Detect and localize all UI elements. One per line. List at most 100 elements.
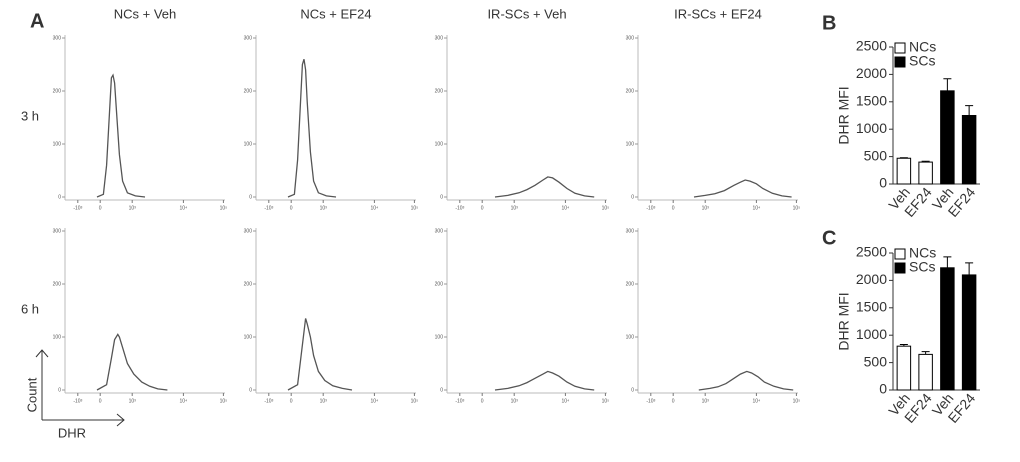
y-tick-label: 2000 — [856, 65, 887, 81]
x-tick-label: -10³ — [455, 205, 464, 211]
x-tick-label: 0 — [290, 205, 293, 211]
y-tick-label: 0 — [249, 387, 252, 393]
count-label: Count — [24, 377, 39, 412]
x-tick-label: 0 — [672, 205, 675, 211]
x-tick-label: 0 — [481, 205, 484, 211]
y-tick-label: 2500 — [856, 244, 887, 260]
bar — [961, 115, 977, 185]
legend-swatch — [894, 56, 906, 68]
y-tick-label: 300 — [435, 35, 444, 41]
x-tick-label: 10⁵ — [220, 398, 228, 404]
error-bar — [899, 344, 908, 347]
x-tick-label: 10⁵ — [220, 205, 228, 211]
histogram-line — [287, 59, 337, 198]
y-tick-label: 0 — [58, 387, 61, 393]
x-tick-label: 0 — [290, 398, 293, 404]
histogram-line — [96, 73, 146, 198]
bar — [896, 157, 912, 185]
histogram-line — [287, 318, 353, 391]
histogram-line — [494, 176, 595, 198]
y-tick-label: 100 — [244, 334, 253, 340]
y-tick-label: 500 — [864, 353, 888, 369]
error-bar — [965, 105, 974, 116]
column-title: IR-SCs + EF24 — [674, 6, 762, 21]
x-tick-label: -10³ — [73, 205, 82, 211]
y-tick-label: 0 — [879, 175, 887, 191]
panel-label: A — [30, 10, 44, 32]
y-tick-label: 200 — [53, 281, 62, 287]
bar — [940, 267, 955, 391]
y-tick-label: 0 — [631, 387, 634, 393]
x-tick-label: 10⁴ — [371, 398, 379, 404]
x-tick-label: 10⁵ — [793, 205, 801, 211]
y-tick-label: 1000 — [856, 326, 887, 342]
y-tick-label: 200 — [435, 88, 444, 94]
y-tick-label: 2000 — [856, 271, 887, 287]
x-tick-label: 10³ — [702, 398, 710, 404]
panel-label: B — [822, 12, 836, 34]
x-tick-label: 10³ — [129, 398, 137, 404]
column-title: NCs + EF24 — [300, 6, 371, 21]
y-tick-label: 0 — [631, 194, 634, 200]
x-tick-label: 10⁴ — [371, 205, 379, 211]
y-tick-label: 200 — [626, 88, 635, 94]
y-axis-label: DHR MFI — [836, 292, 852, 350]
y-axis-label: DHR MFI — [836, 86, 852, 144]
y-tick-label: 300 — [626, 35, 635, 41]
y-tick-label: 300 — [626, 228, 635, 234]
error-bar — [921, 351, 930, 355]
bar — [918, 161, 933, 185]
y-tick-label: 200 — [244, 281, 253, 287]
y-tick-label: 1500 — [856, 93, 887, 109]
error-bar — [899, 157, 908, 159]
histogram-line — [698, 370, 794, 391]
legend-label: SCs — [909, 259, 935, 275]
legend-swatch — [894, 262, 906, 274]
histogram-line — [693, 179, 792, 198]
x-tick-label: 10³ — [511, 205, 519, 211]
legend-label: NCs — [909, 245, 936, 261]
y-tick-label: 100 — [626, 141, 635, 147]
y-tick-label: 200 — [435, 281, 444, 287]
row-label: 3 h — [21, 108, 39, 123]
y-tick-label: 1000 — [856, 120, 887, 136]
x-tick-label: 10³ — [129, 205, 137, 211]
x-tick-label: 10⁵ — [411, 205, 419, 211]
x-tick-label: 10³ — [702, 205, 710, 211]
x-tick-label: 10³ — [320, 398, 328, 404]
x-tick-label: 10⁵ — [793, 398, 801, 404]
column-title: NCs + Veh — [114, 6, 177, 21]
y-tick-label: 100 — [626, 334, 635, 340]
bar — [896, 345, 912, 391]
y-tick-label: 0 — [440, 387, 443, 393]
y-tick-label: 0 — [440, 194, 443, 200]
histogram-line — [494, 370, 595, 391]
y-tick-label: 200 — [244, 88, 253, 94]
dhr-arrow-head — [116, 413, 125, 427]
histogram-line — [96, 333, 168, 391]
y-tick-label: 100 — [53, 334, 62, 340]
y-tick-label: 300 — [53, 35, 62, 41]
dhr-label: DHR — [58, 425, 86, 440]
x-tick-label: 10⁴ — [180, 205, 188, 211]
y-tick-label: 300 — [435, 228, 444, 234]
count-arrow-head — [35, 349, 49, 358]
y-tick-label: 1500 — [856, 299, 887, 315]
y-tick-label: 0 — [58, 194, 61, 200]
legend-label: SCs — [909, 53, 935, 69]
x-tick-label: -10³ — [264, 205, 273, 211]
column-title: IR-SCs + Veh — [487, 6, 566, 21]
y-tick-label: 500 — [864, 147, 888, 163]
panel-label: C — [822, 227, 836, 249]
x-tick-label: 0 — [99, 398, 102, 404]
legend-swatch — [894, 42, 906, 54]
y-tick-label: 2500 — [856, 38, 887, 54]
y-tick-label: 300 — [53, 228, 62, 234]
error-bar — [943, 256, 952, 268]
y-tick-label: 300 — [244, 228, 253, 234]
x-tick-label: 10⁴ — [562, 205, 570, 211]
x-tick-label: 0 — [481, 398, 484, 404]
error-bar — [921, 160, 930, 163]
